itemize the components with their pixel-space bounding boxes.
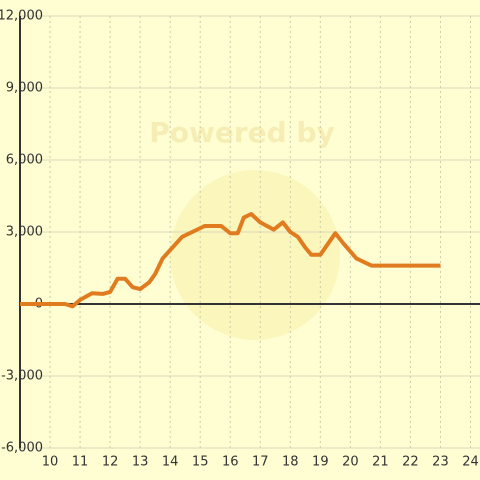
x-tick-label: 11	[72, 455, 89, 470]
x-tick-label: 22	[402, 455, 419, 470]
watermark: Powered by	[149, 116, 335, 149]
x-tick-label: 18	[282, 455, 299, 470]
x-tick-label: 20	[342, 455, 359, 470]
x-tick-label: 10	[42, 455, 59, 470]
y-tick-label: 9,000	[6, 81, 43, 96]
x-tick-label: 16	[222, 455, 239, 470]
y-tick-label: 3,000	[6, 225, 43, 240]
x-tick-label: 23	[432, 455, 449, 470]
y-tick-label: 12,000	[0, 9, 43, 24]
x-tick-label: 17	[252, 455, 269, 470]
x-tick-label: 21	[372, 455, 389, 470]
x-tick-label: 19	[312, 455, 329, 470]
x-tick-label: 15	[192, 455, 209, 470]
data-line	[20, 212, 441, 309]
y-tick-label: 6,000	[6, 153, 43, 168]
y-tick-label: -6,000	[1, 441, 43, 456]
x-tick-label: 24	[462, 455, 479, 470]
x-tick-label: 12	[102, 455, 119, 470]
watermark-logo	[170, 170, 340, 340]
x-tick-label: 14	[162, 455, 179, 470]
x-tick-label: 13	[132, 455, 149, 470]
y-tick-label: -3,000	[1, 369, 43, 384]
